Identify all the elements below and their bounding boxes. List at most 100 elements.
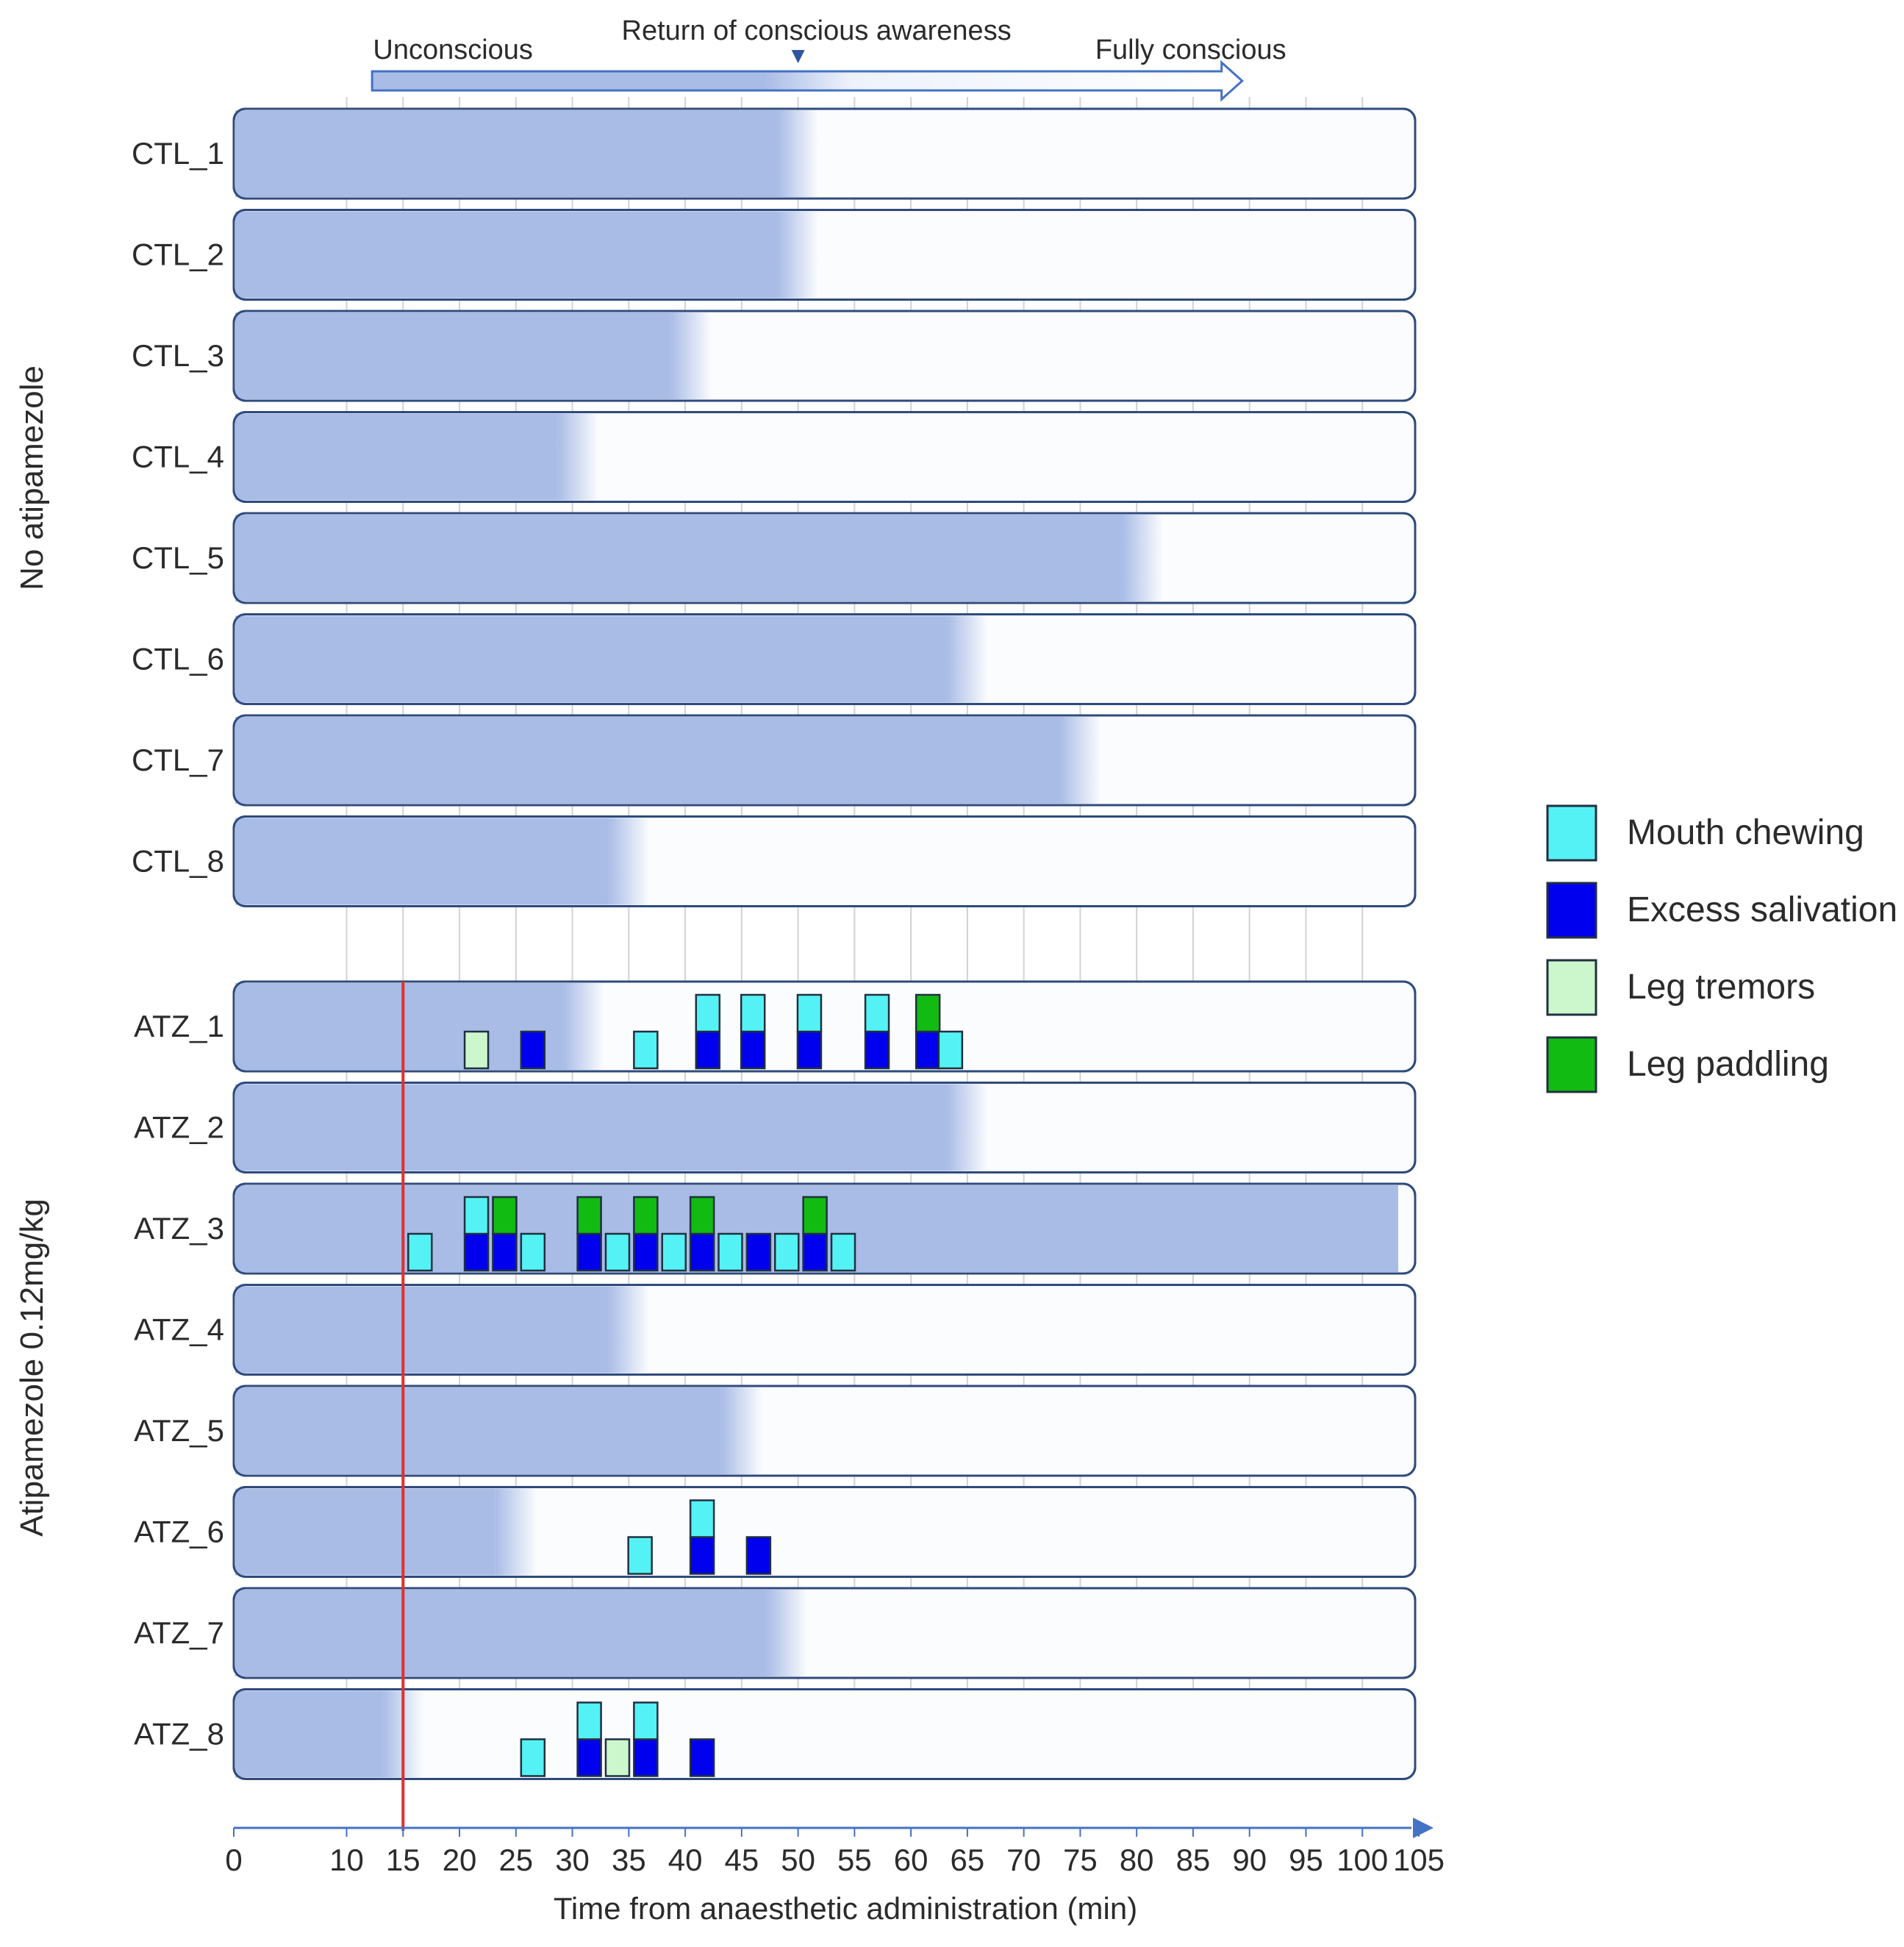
legend-swatch [1546, 1036, 1597, 1093]
row-label-atz-6: ATZ_6 [134, 1515, 224, 1549]
event-36.5 [633, 1196, 659, 1272]
row-bars [232, 107, 1417, 1780]
event-41.5 [689, 1196, 715, 1272]
row-label-atz-8: ATZ_8 [134, 1717, 224, 1751]
event-pad [576, 1196, 602, 1235]
event-34 [604, 1738, 631, 1777]
event-chew [689, 1499, 715, 1538]
row-label-atz-5: ATZ_5 [134, 1413, 224, 1448]
event-31.5 [576, 1701, 602, 1777]
x-tick-label-75: 75 [1063, 1843, 1098, 1877]
event-46.5 [745, 1536, 772, 1575]
row-bar-outline [232, 1182, 1417, 1275]
x-tick-label-60: 60 [894, 1843, 928, 1877]
row-atz-6 [232, 1486, 1417, 1578]
unconscious-period [235, 615, 947, 703]
event-sal [689, 1536, 715, 1575]
row-label-atz-4: ATZ_4 [134, 1312, 224, 1347]
event-sal [633, 1738, 659, 1777]
x-tick-label-10: 10 [329, 1843, 364, 1877]
row-ctl-4 [232, 411, 1417, 503]
event-61.5 [915, 993, 941, 1070]
row-label-atz-2: ATZ_2 [134, 1110, 224, 1145]
event-41.5 [689, 1738, 715, 1777]
recovery-transition [720, 1387, 762, 1474]
unconscious-period [235, 983, 563, 1070]
row-label-ctl-4: CTL_4 [132, 440, 224, 474]
event-sal [492, 1232, 518, 1272]
row-label-ctl-1: CTL_1 [132, 136, 224, 171]
event-34 [604, 1232, 631, 1272]
row-ctl-6 [232, 613, 1417, 705]
unconscious-period [235, 211, 778, 299]
consciousness-arrow-shape [371, 60, 1244, 102]
event-pad [802, 1196, 828, 1235]
event-trem [463, 1030, 490, 1070]
event-chew [463, 1196, 490, 1235]
x-tick-label-30: 30 [555, 1843, 590, 1877]
row-ctl-1 [232, 107, 1417, 200]
legend-label: Excess salivation [1627, 890, 1897, 929]
event-chew [520, 1738, 546, 1777]
event-sal [633, 1232, 659, 1272]
event-26.5 [520, 1232, 546, 1272]
event-21.5 [463, 1196, 490, 1272]
awareness-marker [791, 50, 805, 63]
unconscious-period [235, 312, 670, 399]
unconscious-period [235, 515, 1122, 601]
event-46.5 [745, 1232, 772, 1272]
unconscious-period [235, 1084, 947, 1171]
row-bar-outline [232, 107, 1417, 200]
recovery-transition [946, 615, 988, 703]
row-atz-1 [232, 980, 1417, 1073]
event-sal [463, 1232, 490, 1272]
event-sal [745, 1536, 772, 1575]
x-tick-label-105: 105 [1393, 1843, 1445, 1877]
legend-item-chew: Mouth chewing [1546, 804, 1864, 862]
x-tick-label-65: 65 [951, 1843, 985, 1877]
row-bar-outline [232, 980, 1417, 1073]
row-bar-outline [232, 1082, 1417, 1173]
event-sal [576, 1738, 602, 1777]
row-ctl-2 [232, 209, 1417, 301]
event-chew [830, 1232, 856, 1272]
legend-item-pad: Leg paddling [1546, 1036, 1829, 1093]
row-bar-outline [232, 1688, 1417, 1780]
x-axis: 0 10 15 20 25 30 35 40 45 50 55 60 65 70 75 80 85 90 95 100… [225, 1818, 1445, 1877]
event-26.5 [520, 1030, 546, 1070]
row-ctl-7 [232, 714, 1417, 807]
unconscious-period [235, 717, 1060, 804]
legend: Mouth chewing Excess salivation Leg tremor… [1546, 804, 1897, 1093]
event-sal [689, 1738, 715, 1777]
event-sal [915, 1030, 941, 1070]
row-bar-outline [232, 411, 1417, 503]
recovery-transition [777, 211, 819, 299]
row-bar-outline [232, 815, 1417, 907]
row-atz-5 [232, 1385, 1417, 1477]
event-44 [717, 1232, 743, 1272]
event-36.5 [633, 1701, 659, 1777]
event-trem [604, 1738, 631, 1777]
recovery-transition [557, 413, 599, 501]
row-bar-outline [232, 1284, 1417, 1376]
row-bar-outline [232, 512, 1417, 604]
unconscious-period [235, 1590, 767, 1676]
event-chew [576, 1701, 602, 1740]
label-return-of-conscious-awareness: Return of conscious awareness [622, 15, 1012, 46]
event-pad [492, 1196, 518, 1235]
event-chew [740, 993, 766, 1033]
x-tick-label-95: 95 [1289, 1843, 1323, 1877]
event-chew [627, 1536, 653, 1575]
row-atz-7 [232, 1587, 1417, 1679]
x-tick-label-15: 15 [386, 1843, 420, 1877]
row-label-atz-7: ATZ_7 [134, 1615, 224, 1650]
event-chew [937, 1030, 964, 1070]
event-chew [864, 993, 890, 1033]
event-49 [774, 1232, 800, 1272]
event-39 [661, 1232, 687, 1272]
recovery-transition [495, 1488, 537, 1576]
row-label-ctl-2: CTL_2 [132, 237, 224, 272]
unconscious-period [235, 110, 778, 197]
x-tick-label-85: 85 [1176, 1843, 1211, 1877]
unconscious-period [235, 1286, 609, 1373]
